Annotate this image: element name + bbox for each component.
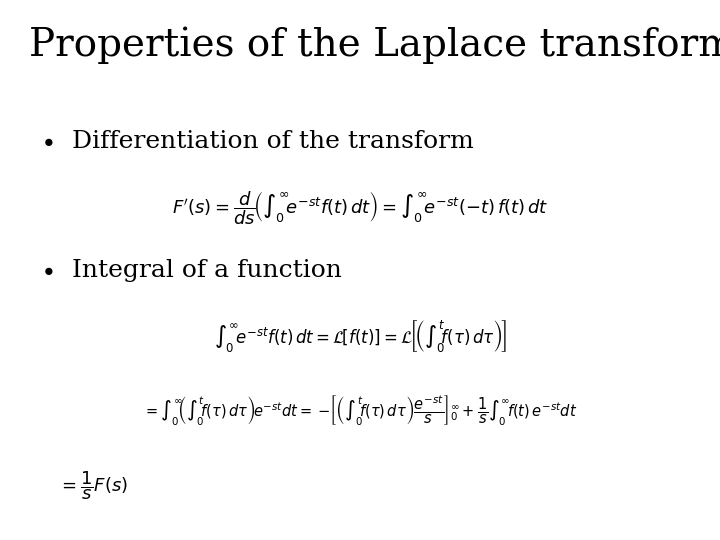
Text: $\bullet$: $\bullet$ [40, 259, 53, 282]
Text: Integral of a function: Integral of a function [72, 259, 342, 282]
Text: $= \dfrac{1}{s}F(s)$: $= \dfrac{1}{s}F(s)$ [58, 470, 127, 502]
Text: Differentiation of the transform: Differentiation of the transform [72, 130, 474, 153]
Text: Properties of the Laplace transform: Properties of the Laplace transform [29, 27, 720, 64]
Text: $\int_0^{\infty}\! e^{-st} f(t)\,dt = \mathcal{L}\!\left[f(t)\right]= \mathcal{L: $\int_0^{\infty}\! e^{-st} f(t)\,dt = \m… [214, 319, 506, 355]
Text: $\bullet$: $\bullet$ [40, 130, 53, 153]
Text: $= \int_0^{\infty}\!\!\left(\int_0^{t}\! f(\tau)\,d\tau\right)\!e^{-st}dt = -\!\: $= \int_0^{\infty}\!\!\left(\int_0^{t}\!… [143, 394, 577, 428]
Text: $F'(s) = \dfrac{d}{ds}\!\left(\int_0^{\infty}\! e^{-st} f(t)\,dt\right) = \int_0: $F'(s) = \dfrac{d}{ds}\!\left(\int_0^{\i… [171, 189, 549, 227]
